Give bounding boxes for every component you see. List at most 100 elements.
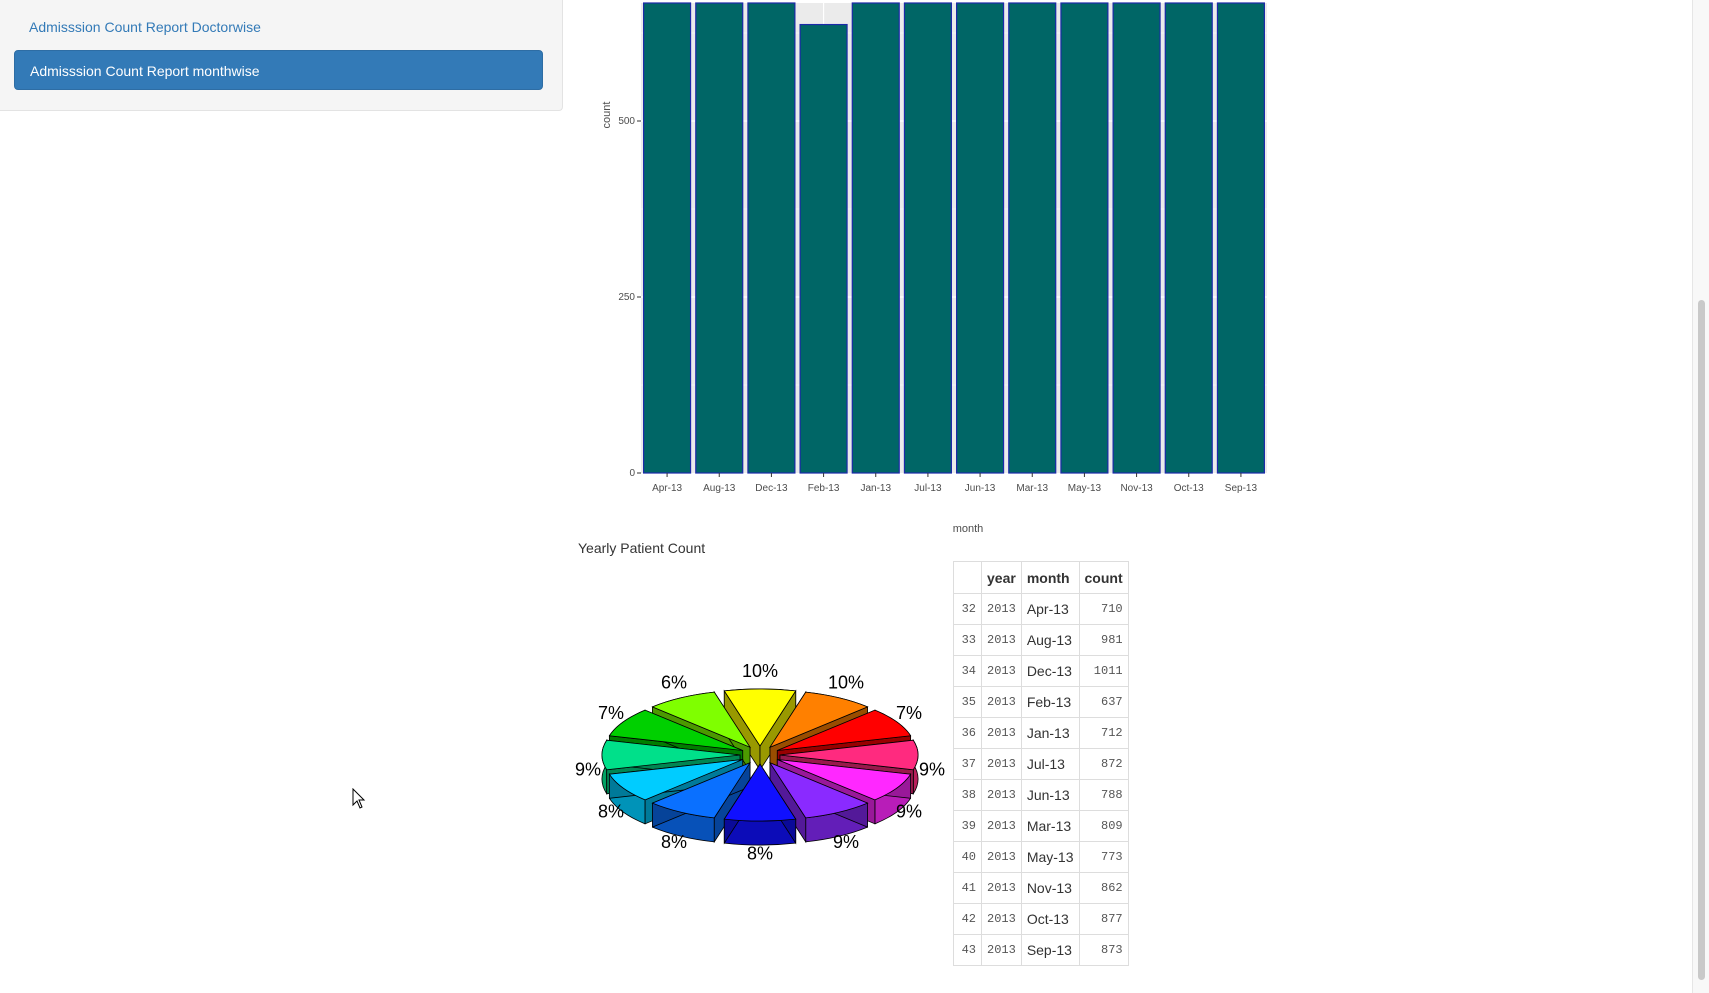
pie-slice-label: 8%: [598, 801, 624, 821]
row-year: 2013: [981, 748, 1022, 780]
pie-slice-label: 9%: [896, 801, 922, 821]
row-count: 872: [1078, 748, 1129, 780]
mouse-pointer-icon: [352, 788, 366, 809]
bar-Aug-13: [695, 2, 744, 474]
row-month: Jun-13: [1020, 779, 1080, 811]
row-index: 40: [953, 841, 982, 873]
pie-slice: [779, 739, 919, 771]
pie-chart-caption: Yearly Patient Count: [578, 540, 706, 556]
pie-slice: [651, 691, 752, 749]
row-year: 2013: [981, 810, 1022, 842]
table-header-month: month: [1020, 561, 1080, 594]
bar-Oct-13: [1164, 2, 1213, 474]
table-row: 42 2013 Oct-13 877: [953, 903, 1129, 935]
bar-Dec-13: [747, 2, 796, 474]
table-row: 32 2013 Apr-13 710: [953, 593, 1129, 625]
row-index: 37: [953, 748, 982, 780]
row-count: 981: [1078, 624, 1129, 656]
row-index: 41: [953, 872, 982, 904]
yearly-patient-pie-chart: 10% 6% 10% 7% 7% 9% 9% 9% 8% 9% 8% 8%: [575, 661, 945, 860]
bar-Jun-13: [956, 2, 1005, 474]
row-count: 637: [1078, 686, 1129, 718]
row-index: 33: [953, 624, 982, 656]
row-year: 2013: [981, 934, 1022, 966]
x-tick-label: Aug-13: [703, 483, 736, 494]
row-year: 2013: [981, 903, 1022, 935]
table-row: 38 2013 Jun-13 788: [953, 779, 1129, 811]
row-count: 862: [1078, 872, 1129, 904]
y-tick-label: 500: [618, 116, 635, 127]
table-header-index: [953, 561, 982, 594]
row-month: May-13: [1020, 841, 1080, 873]
x-tick-label: Feb-13: [808, 483, 840, 494]
pie-slice-label: 9%: [575, 759, 601, 779]
table-row: 39 2013 Mar-13 809: [953, 810, 1129, 842]
x-tick-label: Dec-13: [755, 483, 788, 494]
vertical-scrollbar[interactable]: [1692, 0, 1709, 993]
pie-slice-label: 6%: [661, 672, 687, 692]
row-year: 2013: [981, 717, 1022, 749]
pie-slice-label: 9%: [919, 759, 945, 779]
y-tick-label: 250: [618, 292, 635, 303]
table-row: 33 2013 Aug-13 981: [953, 624, 1129, 656]
pie-slice: [723, 688, 797, 747]
row-month: Jul-13: [1020, 748, 1080, 780]
pie-slice: [768, 761, 869, 819]
scrollbar-thumb[interactable]: [1698, 300, 1705, 980]
x-tick-label: Apr-13: [652, 483, 682, 494]
row-index: 38: [953, 779, 982, 811]
sidebar-item-doctorwise[interactable]: Admisssion Count Report Doctorwise: [29, 19, 261, 35]
row-month: Sep-13: [1020, 934, 1080, 966]
row-year: 2013: [981, 624, 1022, 656]
pie-slice: [777, 709, 912, 751]
row-month: Nov-13: [1020, 872, 1080, 904]
row-month: Oct-13: [1020, 903, 1080, 935]
row-year: 2013: [981, 841, 1022, 873]
bar-May-13: [1060, 2, 1109, 474]
sidebar-item-monthwise[interactable]: Admisssion Count Report monthwise: [14, 50, 543, 90]
row-month: Apr-13: [1020, 593, 1080, 625]
row-count: 710: [1078, 593, 1129, 625]
row-month: Feb-13: [1020, 686, 1080, 718]
table-header-row: year month count: [953, 561, 1129, 594]
pie-slice-label: 9%: [833, 832, 859, 852]
row-count: 712: [1078, 717, 1129, 749]
x-tick-label: Oct-13: [1174, 483, 1204, 494]
pie-slice-label: 7%: [896, 703, 922, 723]
pie-slice-label: 8%: [747, 843, 773, 860]
bar-Sep-13: [1216, 2, 1265, 474]
table-row: 36 2013 Jan-13 712: [953, 717, 1129, 749]
pie-slice: [723, 763, 797, 822]
pie-slice: [651, 761, 752, 819]
x-tick-label: Mar-13: [1016, 483, 1048, 494]
x-tick-label: Jul-13: [914, 483, 942, 494]
bar-Nov-13: [1112, 2, 1161, 474]
pie-slice-label: 10%: [828, 672, 864, 692]
row-year: 2013: [981, 872, 1022, 904]
x-axis-label: month: [953, 523, 984, 535]
table-row: 40 2013 May-13 773: [953, 841, 1129, 873]
y-axis-label: count: [601, 102, 613, 129]
plot-panel: [641, 3, 1267, 473]
sidebar-panel: Admisssion Count Report Doctorwise Admis…: [0, 0, 563, 111]
row-count: 877: [1078, 903, 1129, 935]
bar-Apr-13: [643, 2, 692, 474]
row-month: Aug-13: [1020, 624, 1080, 656]
row-year: 2013: [981, 686, 1022, 718]
table-row: 35 2013 Feb-13 637: [953, 686, 1129, 718]
x-tick-label: Nov-13: [1120, 483, 1153, 494]
x-tick-label: Jun-13: [965, 483, 996, 494]
row-index: 34: [953, 655, 982, 687]
table-header-year: year: [981, 561, 1022, 594]
x-tick-label: Jan-13: [860, 483, 891, 494]
row-index: 39: [953, 810, 982, 842]
row-month: Mar-13: [1020, 810, 1080, 842]
row-month: Jan-13: [1020, 717, 1080, 749]
pie-slice-label: 7%: [598, 703, 624, 723]
row-index: 32: [953, 593, 982, 625]
x-tick-label: Sep-13: [1225, 483, 1258, 494]
y-tick-label: 0: [629, 468, 635, 479]
bar-Jan-13: [851, 2, 900, 474]
table-row: 41 2013 Nov-13 862: [953, 872, 1129, 904]
bar-Jul-13: [903, 2, 952, 474]
